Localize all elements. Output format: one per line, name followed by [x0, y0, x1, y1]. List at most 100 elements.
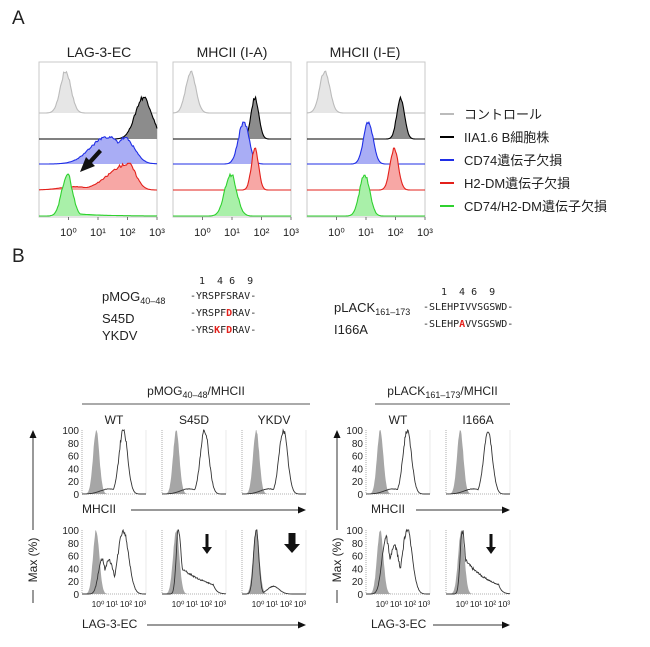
legend-swatch — [440, 135, 454, 138]
histogram-panel-b-1-4: 10⁰ 10¹ 10² 10³ — [445, 530, 511, 609]
histogram-line-1 — [39, 95, 158, 140]
sequence-segment: -SLEHPIVVSGSWD- — [423, 302, 514, 313]
sequence-segment: -YRS — [190, 325, 215, 336]
sample-histogram — [446, 530, 511, 595]
seq-values-left: -YRSPFSRAV- -YRSPFDRAV- -YRSKFDRAV- — [190, 288, 256, 339]
sample-histogram — [366, 528, 430, 595]
histogram-panel-a-0: 10⁰ 10¹ 10² 10³ — [38, 61, 165, 239]
histogram-panel-b-1-3: 10⁰ 10¹ 10² 10³ — [365, 528, 430, 609]
y-tick-label: 80 — [68, 539, 80, 550]
sequence-segment: RAV- — [232, 308, 257, 319]
control-histogram — [446, 430, 510, 494]
seq-labels-left: pMOG40–48 S45D YKDV — [102, 288, 165, 344]
y-tick-label: 0 — [73, 490, 79, 501]
y-tick-label: 60 — [352, 452, 364, 463]
histogram-fill-1 — [307, 97, 425, 139]
histogram-line-2 — [39, 135, 158, 165]
mhcii-axis-arrow-left-head — [298, 506, 306, 514]
control-histogram — [82, 530, 146, 594]
histogram-panel-b-0-4 — [445, 430, 511, 495]
legend-swatch — [440, 181, 454, 184]
x-tick-label: 10⁰ — [328, 227, 345, 239]
down-arrow-head — [284, 544, 300, 553]
seq-positions-left: 1 4 6 9 — [199, 276, 254, 287]
x-tick-label: 10¹ — [470, 599, 482, 609]
control-histogram — [82, 430, 146, 494]
group-name: pMOG — [147, 384, 183, 398]
down-arrow-head — [486, 547, 496, 554]
y-tick-label: 100 — [346, 426, 363, 437]
y-tick-label: 0 — [357, 590, 363, 601]
legend-item-cd74: CD74遺伝子欠損 — [440, 148, 607, 171]
histogram-line-4 — [39, 173, 157, 217]
seq-name: pMOG — [102, 289, 141, 304]
x-tick-label: 10³ — [149, 227, 165, 239]
down-arrow-icon — [489, 534, 493, 549]
y-tick-label: 40 — [352, 564, 364, 575]
x-tick-label: 10² — [404, 599, 416, 609]
histogram-fill-3 — [39, 163, 157, 190]
mutated-residue: A — [459, 319, 466, 330]
x-tick-label: 10³ — [214, 599, 226, 609]
x-tick-label: 10³ — [134, 599, 146, 609]
x-tick-label: 10⁰ — [456, 599, 469, 609]
mutated-residue: D — [226, 325, 233, 336]
x-tick-label: 10¹ — [266, 599, 278, 609]
legend-swatch — [440, 204, 454, 207]
panel-a-chart: 10⁰ 10¹ 10² 10³ 10⁰ 10¹ 10² 10³ 10⁰ 10¹ 10² 10³ — [38, 61, 433, 239]
sequence-segment: F — [220, 325, 227, 336]
x-tick-label: 10² — [484, 599, 496, 609]
legend-swatch — [440, 158, 454, 161]
group-sub: 40–48 — [182, 390, 208, 400]
panel-a-title-0: LAG-3-EC — [66, 44, 132, 60]
legend-label: CD74/H2-DM遺伝子欠損 — [464, 199, 608, 214]
lag3-axis-arrow-left-head — [298, 621, 306, 629]
sample-histogram — [162, 529, 226, 595]
group-title-pmog: pMOG40–48/MHCII — [82, 384, 310, 400]
histogram-fill-2 — [307, 122, 425, 164]
x-tick-label: 10¹ — [390, 599, 402, 609]
x-tick-label: 10³ — [418, 599, 430, 609]
seq-label-plack: pLACK161–173 — [334, 299, 410, 321]
panel-a-title-2: MHCII (I-E) — [329, 44, 401, 60]
legend-swatch — [440, 112, 454, 115]
x-tick-label: 10⁰ — [92, 599, 105, 609]
y-tick-label: 60 — [68, 552, 80, 563]
legend-item-iia16: IIA1.6 B細胞株 — [440, 125, 607, 148]
legend-label: IIA1.6 B細胞株 — [464, 130, 550, 145]
histogram-panel-b-1-2: 10⁰ 10¹ 10² 10³ — [241, 529, 306, 609]
control-histogram — [366, 430, 430, 494]
group-suffix: /MHCII — [207, 384, 245, 398]
histogram-panel-b-1-1: 10⁰ 10¹ 10² 10³ — [161, 529, 226, 609]
histogram-panel-b-0-0 — [81, 428, 147, 495]
legend-item-control: コントロール — [440, 102, 607, 125]
histogram-fill-4 — [173, 174, 291, 216]
panel-a-label: A — [12, 8, 25, 29]
y-tick-label: 100 — [62, 426, 79, 437]
y-axis-label-right: Max (%) — [330, 530, 344, 590]
x-tick-label: 10² — [254, 227, 270, 239]
histogram-line-4 — [307, 174, 425, 217]
x-tick-label: 10¹ — [224, 227, 240, 239]
x-tick-label: 10² — [280, 599, 292, 609]
sample-histogram — [162, 429, 226, 495]
histogram-line-0 — [172, 70, 291, 114]
seq-positions-right: 1 4 6 9 — [441, 287, 496, 298]
col-label-ykdv: YKDV — [257, 413, 291, 427]
row-label-lag3-right: LAG-3-EC — [371, 617, 430, 631]
y-tick-label: 0 — [357, 490, 363, 501]
y-tick-label: 20 — [352, 477, 364, 488]
x-tick-label: 10⁰ — [376, 599, 389, 609]
legend-label: CD74遺伝子欠損 — [464, 153, 563, 168]
y-tick-label: 100 — [62, 526, 79, 537]
group-sub: 161–173 — [425, 390, 461, 400]
mutated-residue: K — [214, 325, 221, 336]
down-arrow-icon — [288, 533, 296, 545]
group-name: pLACK — [387, 384, 426, 398]
y-tick-label: 20 — [68, 477, 80, 488]
y-tick-label: 100 — [346, 526, 363, 537]
down-arrow-head — [202, 547, 212, 554]
histogram-line-2 — [173, 121, 291, 165]
x-tick-label: 10⁰ — [252, 599, 265, 609]
sample-histogram — [366, 429, 430, 495]
